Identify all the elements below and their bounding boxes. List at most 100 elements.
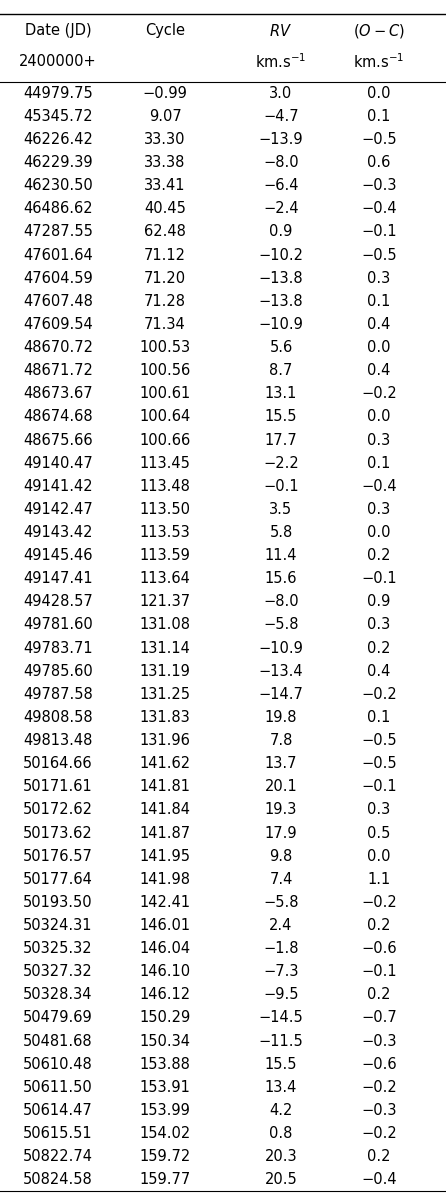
Text: −0.2: −0.2	[361, 1080, 397, 1095]
Text: 113.64: 113.64	[140, 572, 190, 586]
Text: 131.96: 131.96	[140, 733, 190, 748]
Text: 113.50: 113.50	[140, 502, 190, 516]
Text: 33.38: 33.38	[145, 155, 186, 171]
Text: 146.04: 146.04	[140, 942, 190, 956]
Text: 0.2: 0.2	[368, 640, 391, 656]
Text: 47604.59: 47604.59	[23, 270, 93, 286]
Text: 0.6: 0.6	[368, 155, 391, 171]
Text: 131.08: 131.08	[140, 617, 190, 633]
Text: 0.3: 0.3	[368, 502, 391, 516]
Text: −0.5: −0.5	[361, 757, 397, 771]
Text: 17.9: 17.9	[264, 825, 297, 841]
Text: −4.7: −4.7	[263, 109, 299, 124]
Text: 50615.51: 50615.51	[23, 1127, 93, 1141]
Text: 113.53: 113.53	[140, 525, 190, 540]
Text: 62.48: 62.48	[144, 225, 186, 239]
Text: 48671.72: 48671.72	[23, 363, 93, 378]
Text: 3.0: 3.0	[269, 85, 293, 101]
Text: 0.0: 0.0	[368, 340, 391, 355]
Text: −0.5: −0.5	[361, 247, 397, 263]
Text: 49142.47: 49142.47	[23, 502, 93, 516]
Text: 5.6: 5.6	[269, 340, 293, 355]
Text: −0.2: −0.2	[361, 687, 397, 701]
Text: −9.5: −9.5	[263, 987, 299, 1003]
Text: 113.59: 113.59	[140, 548, 190, 563]
Text: −0.4: −0.4	[361, 479, 397, 494]
Text: 20.3: 20.3	[264, 1149, 297, 1164]
Text: 20.1: 20.1	[264, 779, 297, 794]
Text: 49141.42: 49141.42	[23, 479, 93, 494]
Text: 33.30: 33.30	[144, 132, 186, 147]
Text: 44979.75: 44979.75	[23, 85, 93, 101]
Text: 50822.74: 50822.74	[23, 1149, 93, 1164]
Text: 50611.50: 50611.50	[23, 1080, 93, 1095]
Text: −13.8: −13.8	[259, 270, 303, 286]
Text: −0.7: −0.7	[361, 1010, 397, 1026]
Text: −14.5: −14.5	[259, 1010, 303, 1026]
Text: 2400000+: 2400000+	[19, 54, 97, 70]
Text: −0.1: −0.1	[361, 572, 397, 586]
Text: −0.5: −0.5	[361, 132, 397, 147]
Text: 71.12: 71.12	[144, 247, 186, 263]
Text: 0.0: 0.0	[368, 849, 391, 864]
Text: 47287.55: 47287.55	[23, 225, 93, 239]
Text: 0.9: 0.9	[269, 225, 293, 239]
Text: 11.4: 11.4	[265, 548, 297, 563]
Text: 33.41: 33.41	[144, 178, 186, 193]
Text: 48670.72: 48670.72	[23, 340, 93, 355]
Text: 50479.69: 50479.69	[23, 1010, 93, 1026]
Text: 50172.62: 50172.62	[23, 802, 93, 818]
Text: 49787.58: 49787.58	[23, 687, 93, 701]
Text: 154.02: 154.02	[140, 1127, 190, 1141]
Text: 13.4: 13.4	[265, 1080, 297, 1095]
Text: −11.5: −11.5	[259, 1034, 303, 1048]
Text: 5.8: 5.8	[269, 525, 293, 540]
Text: 50327.32: 50327.32	[23, 964, 93, 979]
Text: 50193.50: 50193.50	[23, 895, 93, 910]
Text: 4.2: 4.2	[269, 1103, 293, 1118]
Text: 50173.62: 50173.62	[23, 825, 93, 841]
Text: 49145.46: 49145.46	[23, 548, 93, 563]
Text: 131.25: 131.25	[140, 687, 190, 701]
Text: 141.95: 141.95	[140, 849, 190, 864]
Text: 49140.47: 49140.47	[23, 455, 93, 471]
Text: −1.8: −1.8	[263, 942, 299, 956]
Text: 20.5: 20.5	[264, 1172, 297, 1188]
Text: −2.4: −2.4	[263, 202, 299, 216]
Text: 46226.42: 46226.42	[23, 132, 93, 147]
Text: −13.8: −13.8	[259, 294, 303, 309]
Text: 50614.47: 50614.47	[23, 1103, 93, 1118]
Text: −5.8: −5.8	[263, 617, 299, 633]
Text: −7.3: −7.3	[263, 964, 299, 979]
Text: 17.7: 17.7	[264, 432, 297, 448]
Text: −0.4: −0.4	[361, 1172, 397, 1188]
Text: 47607.48: 47607.48	[23, 294, 93, 309]
Text: −0.2: −0.2	[361, 387, 397, 401]
Text: 13.1: 13.1	[265, 387, 297, 401]
Text: 50171.61: 50171.61	[23, 779, 93, 794]
Text: −13.4: −13.4	[259, 664, 303, 679]
Text: 49813.48: 49813.48	[23, 733, 93, 748]
Text: −0.5: −0.5	[361, 733, 397, 748]
Text: 141.62: 141.62	[140, 757, 190, 771]
Text: $(O - C)$: $(O - C)$	[353, 22, 405, 40]
Text: −0.2: −0.2	[361, 895, 397, 910]
Text: 50176.57: 50176.57	[23, 849, 93, 864]
Text: 49143.42: 49143.42	[23, 525, 93, 540]
Text: 0.9: 0.9	[368, 594, 391, 609]
Text: 19.8: 19.8	[265, 710, 297, 725]
Text: 71.28: 71.28	[144, 294, 186, 309]
Text: 0.8: 0.8	[269, 1127, 293, 1141]
Text: 50481.68: 50481.68	[23, 1034, 93, 1048]
Text: 50824.58: 50824.58	[23, 1172, 93, 1188]
Text: 46486.62: 46486.62	[23, 202, 93, 216]
Text: −0.3: −0.3	[361, 1034, 397, 1048]
Text: 48674.68: 48674.68	[23, 410, 93, 424]
Text: 13.7: 13.7	[265, 757, 297, 771]
Text: 141.98: 141.98	[140, 872, 190, 886]
Text: 100.53: 100.53	[140, 340, 190, 355]
Text: 50324.31: 50324.31	[23, 918, 93, 933]
Text: 0.1: 0.1	[368, 710, 391, 725]
Text: 0.1: 0.1	[368, 109, 391, 124]
Text: 50164.66: 50164.66	[23, 757, 93, 771]
